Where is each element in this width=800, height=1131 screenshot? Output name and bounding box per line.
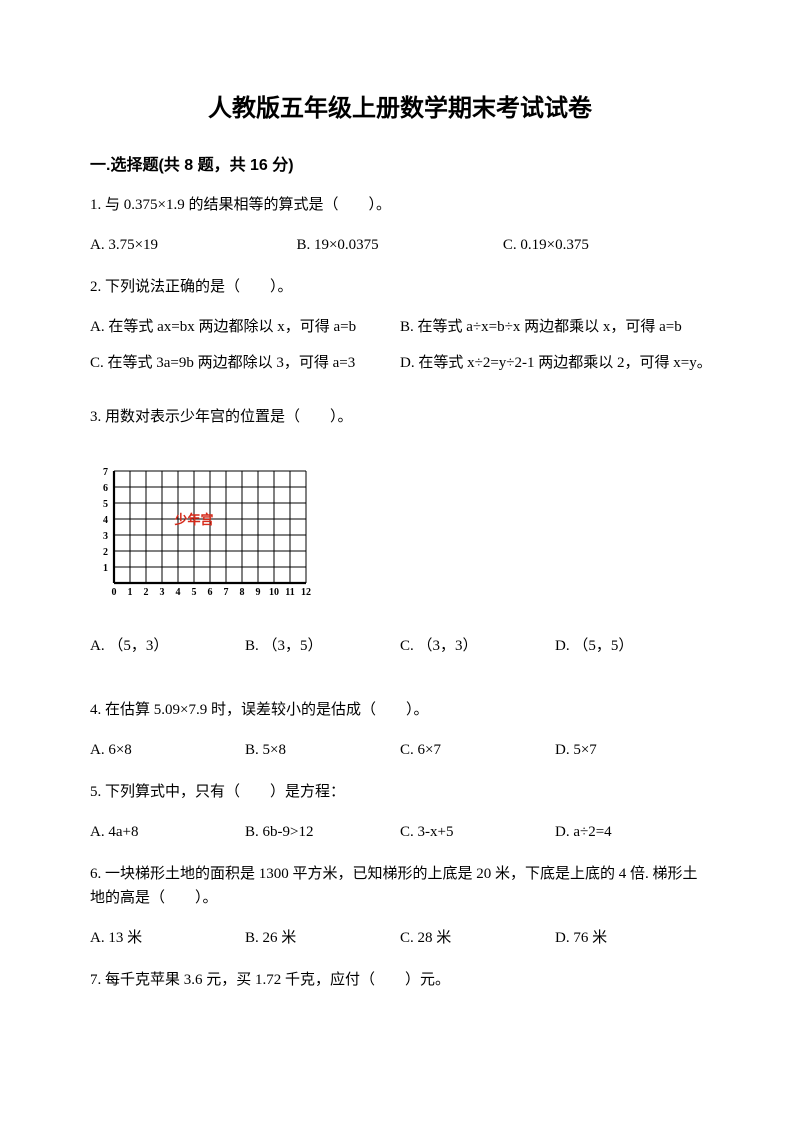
svg-text:4: 4 xyxy=(176,587,181,598)
q2-option-c: C. 在等式 3a=9b 两边都除以 3，可得 a=3 xyxy=(90,351,400,375)
q3-option-d: D. （5，5） xyxy=(555,634,710,658)
q6-option-a: A. 13 米 xyxy=(90,926,245,950)
q5-option-c: C. 3-x+5 xyxy=(400,820,555,844)
svg-text:11: 11 xyxy=(285,587,294,598)
q6-option-d: D. 76 米 xyxy=(555,926,710,950)
svg-text:10: 10 xyxy=(269,587,279,598)
q1-option-c: C. 0.19×0.375 xyxy=(503,233,709,257)
svg-text:6: 6 xyxy=(208,587,213,598)
svg-text:12: 12 xyxy=(301,587,311,598)
q6-option-c: C. 28 米 xyxy=(400,926,555,950)
section-heading: 一.选择题(共 8 题，共 16 分) xyxy=(90,151,710,175)
svg-text:7: 7 xyxy=(103,467,108,478)
q5-option-d: D. a÷2=4 xyxy=(555,820,710,844)
question-6-options: A. 13 米 B. 26 米 C. 28 米 D. 76 米 xyxy=(90,926,710,950)
svg-text:2: 2 xyxy=(144,587,149,598)
question-4-options: A. 6×8 B. 5×8 C. 6×7 D. 5×7 xyxy=(90,738,710,762)
q1-option-b: B. 19×0.0375 xyxy=(296,233,502,257)
question-2: 2. 下列说法正确的是（ ）。 xyxy=(90,275,710,299)
svg-text:少年宫: 少年宫 xyxy=(173,512,213,527)
svg-text:3: 3 xyxy=(103,531,108,542)
question-7: 7. 每千克苹果 3.6 元，买 1.72 千克，应付（ ）元。 xyxy=(90,968,710,992)
q3-option-a: A. （5，3） xyxy=(90,634,245,658)
question-3-options: A. （5，3） B. （3，5） C. （3，3） D. （5，5） xyxy=(90,634,710,658)
svg-text:9: 9 xyxy=(256,587,261,598)
coordinate-grid: 01234567891011121234567少年宫 xyxy=(90,465,316,601)
svg-text:3: 3 xyxy=(160,587,165,598)
q4-option-d: D. 5×7 xyxy=(555,738,710,762)
svg-text:6: 6 xyxy=(103,483,108,494)
svg-text:5: 5 xyxy=(103,499,108,510)
question-6: 6. 一块梯形土地的面积是 1300 平方米，已知梯形的上底是 20 米，下底是… xyxy=(90,862,710,910)
question-1-options: A. 3.75×19 B. 19×0.0375 C. 0.19×0.375 xyxy=(90,233,710,257)
q4-option-a: A. 6×8 xyxy=(90,738,245,762)
question-5-options: A. 4a+8 B. 6b-9>12 C. 3-x+5 D. a÷2=4 xyxy=(90,820,710,844)
svg-text:1: 1 xyxy=(103,563,108,574)
question-1: 1. 与 0.375×1.9 的结果相等的算式是（ ）。 xyxy=(90,193,710,217)
q2-option-b: B. 在等式 a÷x=b÷x 两边都乘以 x，可得 a=b xyxy=(400,315,710,339)
q4-option-b: B. 5×8 xyxy=(245,738,400,762)
question-2-options: A. 在等式 ax=bx 两边都除以 x，可得 a=b B. 在等式 a÷x=b… xyxy=(90,315,710,387)
page-title: 人教版五年级上册数学期末考试试卷 xyxy=(90,88,710,123)
q3-option-c: C. （3，3） xyxy=(400,634,555,658)
svg-text:4: 4 xyxy=(103,515,108,526)
svg-text:1: 1 xyxy=(128,587,133,598)
q3-option-b: B. （3，5） xyxy=(245,634,400,658)
question-3: 3. 用数对表示少年宫的位置是（ ）。 xyxy=(90,405,710,429)
q4-option-c: C. 6×7 xyxy=(400,738,555,762)
q6-option-b: B. 26 米 xyxy=(245,926,400,950)
svg-text:5: 5 xyxy=(192,587,197,598)
question-4: 4. 在估算 5.09×7.9 时，误差较小的是估成（ ）。 xyxy=(90,698,710,722)
question-5: 5. 下列算式中，只有（ ）是方程： xyxy=(90,780,710,804)
svg-text:2: 2 xyxy=(103,547,108,558)
q5-option-a: A. 4a+8 xyxy=(90,820,245,844)
q5-option-b: B. 6b-9>12 xyxy=(245,820,400,844)
svg-text:7: 7 xyxy=(224,587,229,598)
q2-option-d: D. 在等式 x÷2=y÷2-1 两边都乘以 2，可得 x=y。 xyxy=(400,351,710,375)
q1-option-a: A. 3.75×19 xyxy=(90,233,296,257)
grid-figure: 01234567891011121234567少年宫 xyxy=(90,465,710,606)
svg-text:0: 0 xyxy=(112,587,117,598)
q2-option-a: A. 在等式 ax=bx 两边都除以 x，可得 a=b xyxy=(90,315,400,339)
svg-text:8: 8 xyxy=(240,587,245,598)
